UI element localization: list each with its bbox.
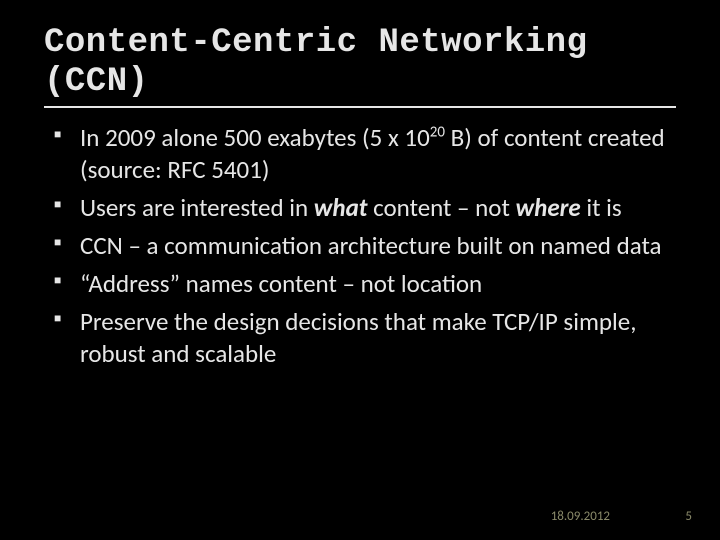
list-item: CCN – a communication architecture built… — [54, 230, 676, 262]
list-item: Preserve the design decisions that make … — [54, 306, 676, 370]
footer-page-number: 5 — [685, 509, 692, 524]
bullet-list: In 2009 alone 500 exabytes (5 x 1020 B) … — [44, 122, 676, 370]
slide-title: Content-Centric Networking (CCN) — [44, 24, 676, 108]
list-item: “Address” names content – not location — [54, 268, 676, 300]
slide: Content-Centric Networking (CCN) In 2009… — [0, 0, 720, 540]
list-item: In 2009 alone 500 exabytes (5 x 1020 B) … — [54, 122, 676, 186]
list-item: Users are interested in what content – n… — [54, 192, 676, 224]
footer-date: 18.09.2012 — [551, 509, 610, 524]
